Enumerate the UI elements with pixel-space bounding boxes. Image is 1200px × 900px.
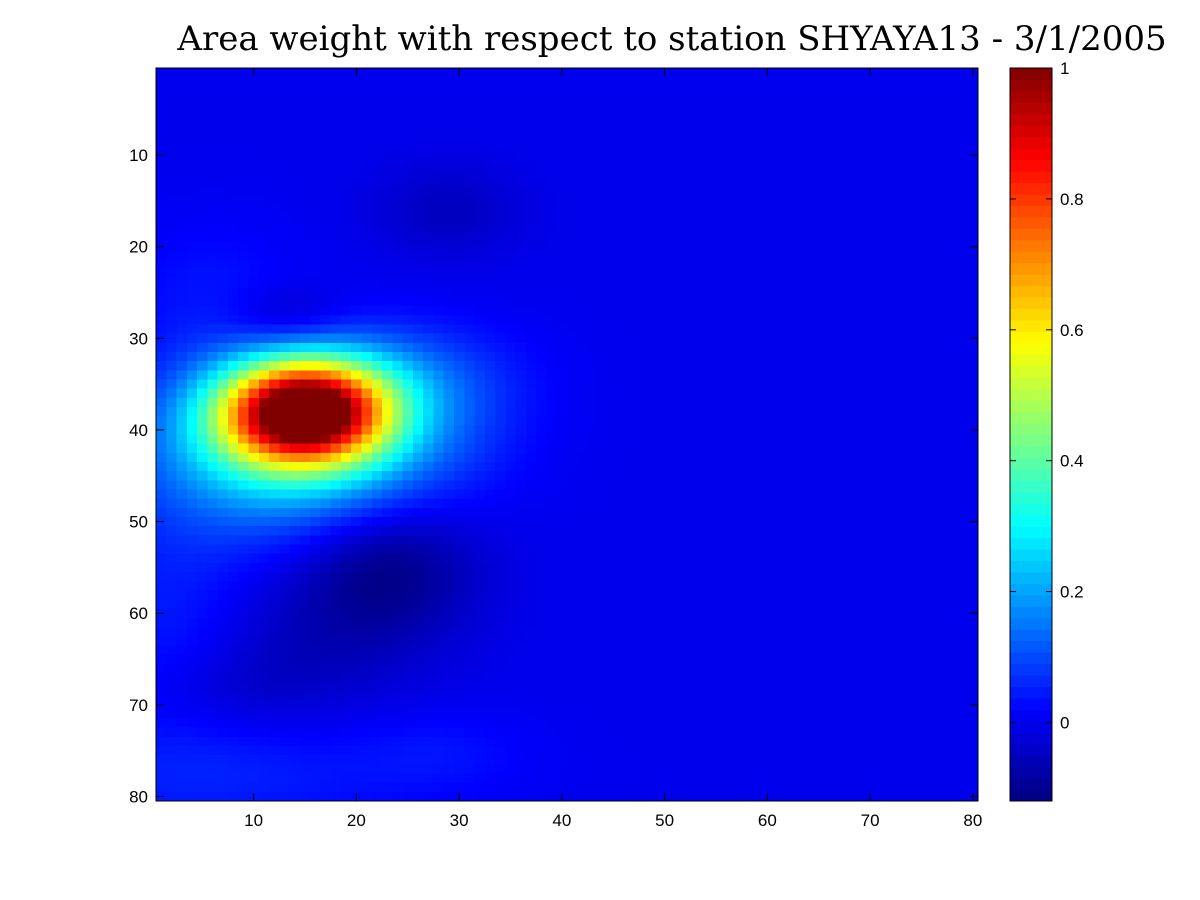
- y-tick-label: 20: [129, 238, 148, 257]
- colorbar-tick-label: 0.2: [1060, 583, 1084, 602]
- x-tick-label: 70: [861, 811, 880, 830]
- colorbar-band: [1010, 331, 1052, 344]
- colorbar-band: [1010, 205, 1052, 218]
- colorbar-band: [1010, 629, 1052, 642]
- colorbar-band: [1010, 171, 1052, 184]
- colorbar-band: [1010, 228, 1052, 241]
- colorbar-band: [1010, 193, 1052, 206]
- colorbar-band: [1010, 411, 1052, 424]
- colorbar-band: [1010, 594, 1052, 607]
- colorbar-tick-label: 0.4: [1060, 452, 1084, 471]
- x-tick-label: 20: [347, 811, 366, 830]
- y-tick-label: 80: [129, 787, 148, 806]
- y-tick-label: 60: [129, 604, 148, 623]
- colorbar-band: [1010, 125, 1052, 138]
- colorbar-band: [1010, 400, 1052, 413]
- colorbar-band: [1010, 308, 1052, 321]
- y-tick-label: 30: [129, 329, 148, 348]
- heatmap-cells: [156, 68, 978, 801]
- x-tick-label: 10: [244, 811, 263, 830]
- colorbar-band: [1010, 560, 1052, 573]
- colorbar-band: [1010, 766, 1052, 779]
- x-tick-label: 60: [758, 811, 777, 830]
- y-tick-label: 10: [129, 146, 148, 165]
- colorbar-band: [1010, 182, 1052, 195]
- colorbar-tick-label: 0.8: [1060, 190, 1084, 209]
- colorbar-band: [1010, 720, 1052, 733]
- colorbar-band: [1010, 388, 1052, 401]
- colorbar-frame: [1009, 67, 1053, 802]
- colorbar-band: [1010, 251, 1052, 264]
- colorbar-band: [1010, 709, 1052, 722]
- chart-title: Area weight with respect to station SHYA…: [176, 19, 1166, 59]
- colorbar-band: [1010, 686, 1052, 699]
- colorbar-band: [1010, 675, 1052, 687]
- colorbar-band: [1010, 285, 1052, 298]
- colorbar-band: [1010, 148, 1052, 161]
- colorbar-tick-label: 0.6: [1060, 321, 1084, 340]
- x-tick-label: 80: [963, 811, 982, 830]
- colorbar-band: [1010, 789, 1052, 802]
- colorbar: 0 0.2 0.4 0.6 0.8 1: [1009, 59, 1084, 802]
- colorbar-band: [1010, 365, 1052, 378]
- y-tick-label: 50: [129, 513, 148, 532]
- colorbar-band: [1010, 434, 1052, 447]
- colorbar-band: [1010, 732, 1052, 745]
- colorbar-band: [1010, 68, 1052, 80]
- colorbar-band: [1010, 239, 1052, 252]
- colorbar-band: [1010, 354, 1052, 367]
- colorbar-band: [1010, 216, 1052, 229]
- colorbar-band: [1010, 262, 1052, 275]
- y-tick-label: 70: [129, 696, 148, 715]
- colorbar-band: [1010, 617, 1052, 630]
- colorbar-tick-label: 1: [1060, 59, 1069, 78]
- x-tick-label: 40: [552, 811, 571, 830]
- y-tick-label: 40: [129, 421, 148, 440]
- x-tick-label: 50: [655, 811, 674, 830]
- colorbar-band: [1010, 571, 1052, 584]
- colorbar-band: [1010, 503, 1052, 516]
- colorbar-band: [1010, 697, 1052, 710]
- colorbar-band: [1010, 102, 1052, 115]
- colorbar-band: [1010, 743, 1052, 756]
- colorbar-band: [1010, 457, 1052, 470]
- x-tick-label: 30: [450, 811, 469, 830]
- colorbar-band: [1010, 663, 1052, 676]
- colorbar-band: [1010, 297, 1052, 310]
- colorbar-band: [1010, 640, 1052, 653]
- colorbar-band: [1010, 274, 1052, 287]
- colorbar-tick-label: 0: [1060, 713, 1069, 732]
- colorbar-band: [1010, 755, 1052, 768]
- colorbar-band: [1010, 136, 1052, 149]
- colorbar-band: [1010, 423, 1052, 435]
- colorbar-band: [1010, 342, 1052, 355]
- colorbar-band: [1010, 606, 1052, 619]
- colorbar-band: [1010, 113, 1052, 126]
- colorbar-band: [1010, 445, 1052, 458]
- colorbar-band: [1010, 377, 1052, 390]
- axes-frame: [155, 67, 979, 802]
- colorbar-band: [1010, 79, 1052, 92]
- colorbar-band: [1010, 583, 1052, 596]
- colorbar-band: [1010, 480, 1052, 493]
- colorbar-band: [1010, 468, 1052, 481]
- plot-area: 10 20 30 40 50 60 70 80 10 20 30 40 50 60 70 80: [129, 67, 982, 830]
- colorbar-band: [1010, 514, 1052, 527]
- colorbar-band: [1010, 537, 1052, 550]
- colorbar-band: [1010, 549, 1052, 561]
- colorbar-band: [1010, 90, 1052, 103]
- colorbar-band: [1010, 652, 1052, 665]
- colorbar-band: [1010, 319, 1052, 332]
- colorbar-band: [1010, 491, 1052, 504]
- colorbar-band: [1010, 778, 1052, 791]
- colorbar-band: [1010, 159, 1052, 172]
- colorbar-band: [1010, 526, 1052, 539]
